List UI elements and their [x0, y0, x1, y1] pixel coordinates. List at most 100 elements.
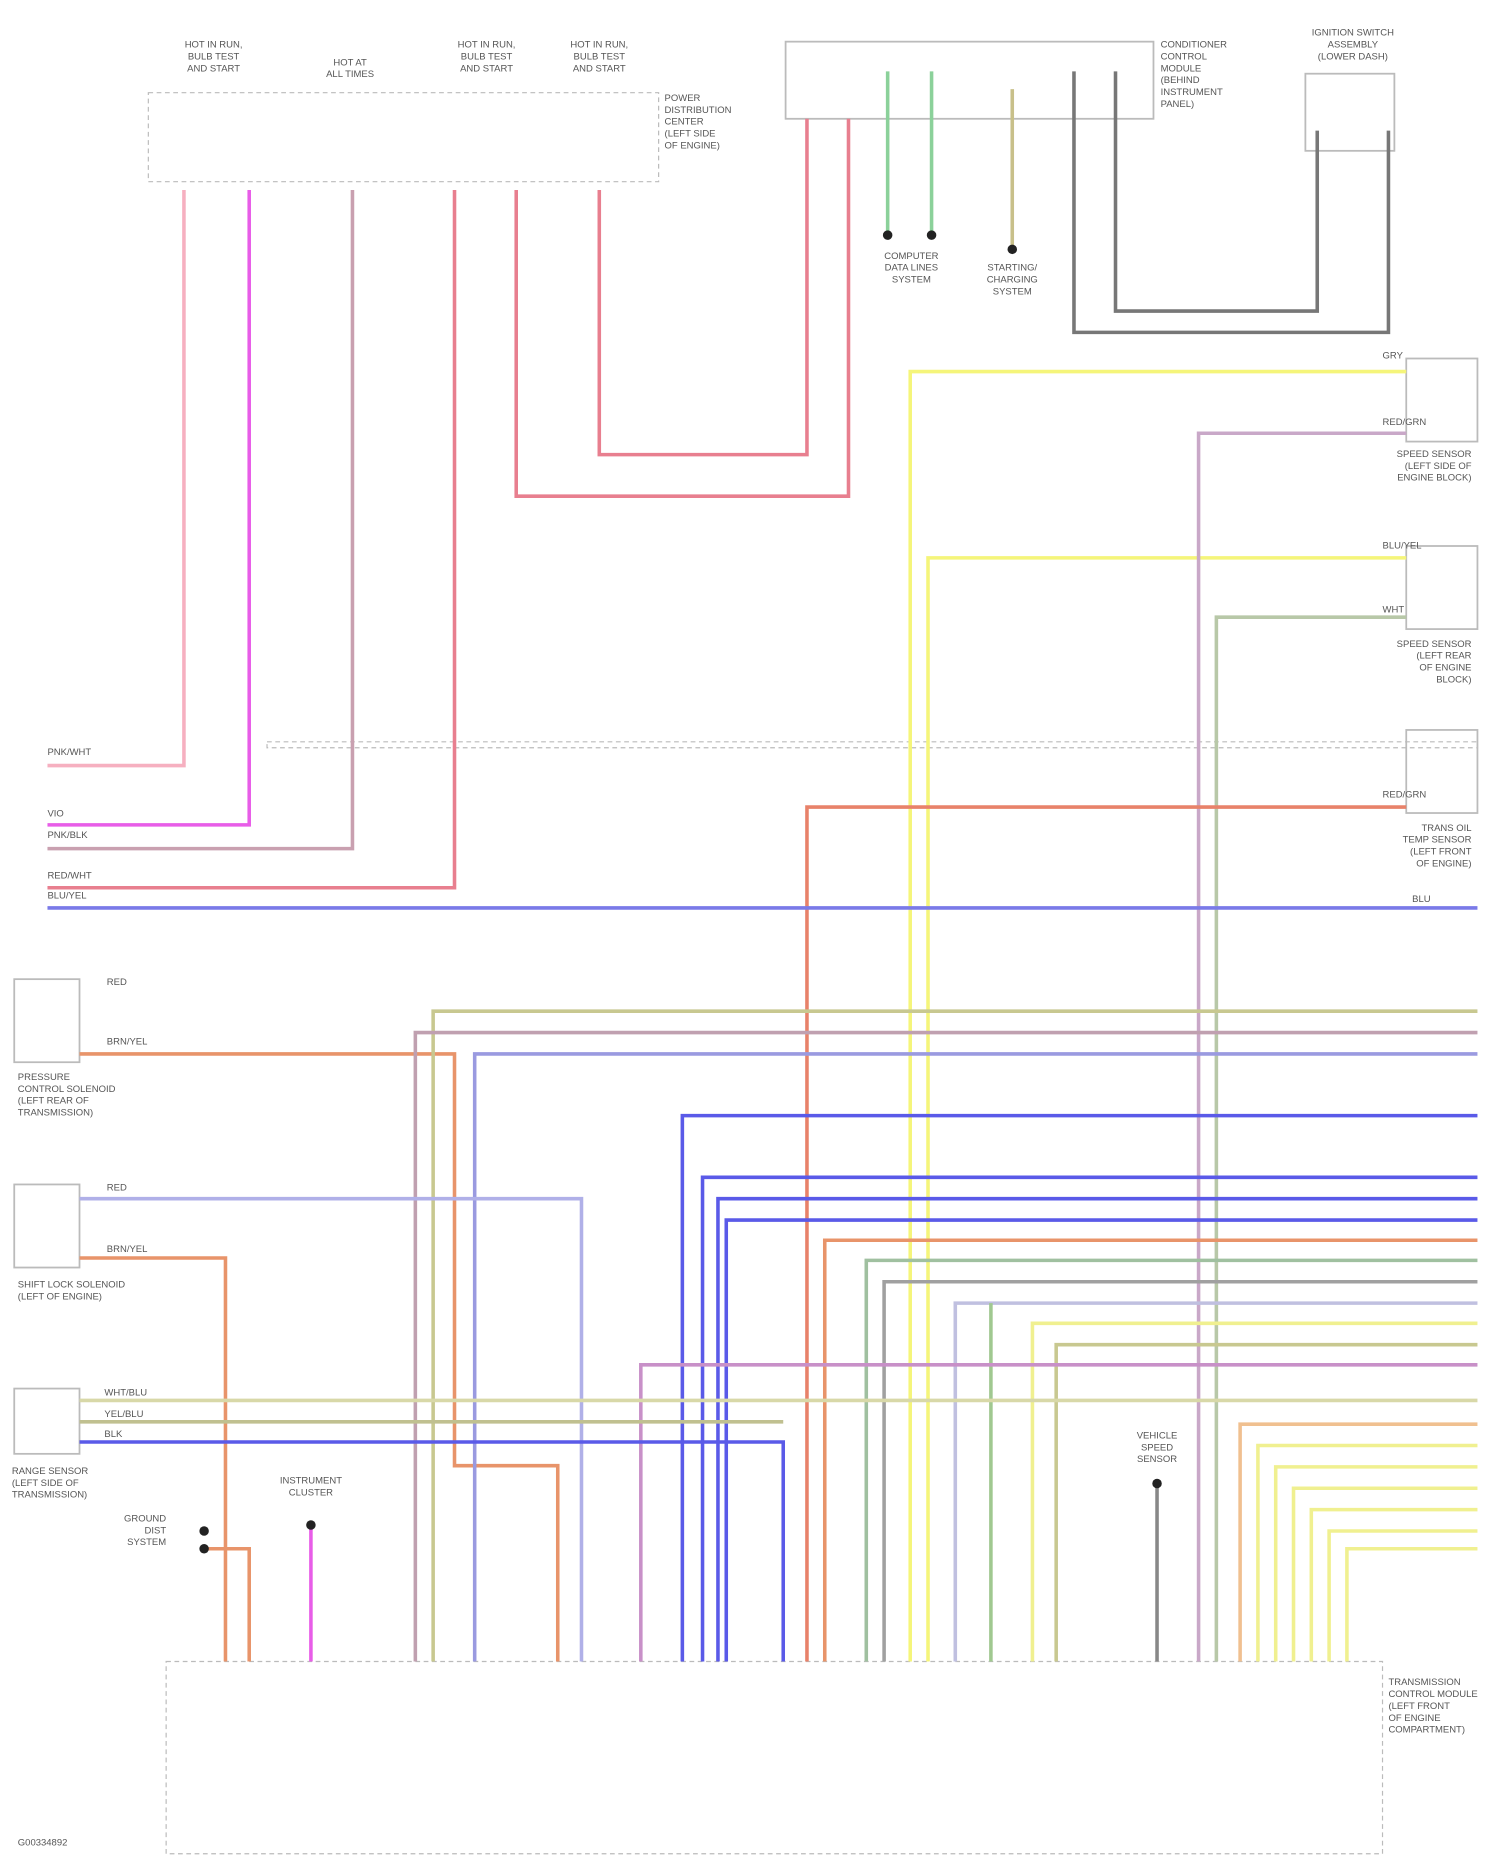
component-label: BULB TEST	[188, 51, 240, 62]
component-label: CLUSTER	[289, 1487, 333, 1498]
component-label: BLOCK)	[1436, 674, 1471, 685]
component-label: PRESSURE	[18, 1072, 70, 1083]
component-label: AND START	[460, 63, 513, 74]
component-label: AND START	[573, 63, 626, 74]
dots	[199, 230, 1162, 1554]
pressure-solenoid	[13, 978, 81, 1064]
splice	[1152, 1478, 1162, 1489]
wire-label: PNK/BLK	[47, 830, 88, 841]
wire-label: RED	[107, 977, 127, 988]
wire-label: VIO	[47, 809, 63, 820]
component-label: (LEFT SIDE OF	[1405, 461, 1472, 472]
component-label: (LEFT OF ENGINE)	[18, 1292, 102, 1303]
component-label: OF ENGINE)	[1416, 858, 1471, 869]
ignition-switch-box	[1304, 72, 1396, 152]
range-sensor	[13, 1387, 81, 1455]
conditioner-module-box	[784, 40, 1155, 120]
component-label: SYSTEM	[993, 286, 1032, 297]
splice	[1007, 244, 1018, 255]
component-label: (LEFT SIDE OF	[12, 1478, 79, 1489]
component-label: (LEFT FRONT	[1388, 1701, 1450, 1712]
component-label: (LEFT REAR OF	[18, 1096, 89, 1107]
ground	[199, 1526, 209, 1536]
component-label: TEMP SENSOR	[1403, 835, 1472, 846]
wire-label: BLU	[1412, 894, 1431, 905]
component-label: SYSTEM	[892, 275, 931, 286]
wire-label: BLU/YEL	[1383, 540, 1422, 551]
oil-temp-sensor	[1405, 729, 1479, 814]
splice	[882, 230, 893, 240]
component-label: COMPUTER	[884, 251, 938, 262]
ground	[199, 1544, 209, 1554]
wires	[47, 71, 1478, 1662]
component-label: CENTER	[665, 117, 704, 128]
component-label: VEHICLE	[1137, 1430, 1178, 1441]
component-label: CONTROL SOLENOID	[18, 1084, 116, 1095]
component-label: SPEED	[1141, 1442, 1173, 1453]
wire-label: WHT	[1383, 604, 1405, 615]
component-label: SPEED SENSOR	[1397, 449, 1472, 460]
component-label: BULB TEST	[574, 51, 626, 62]
component-label: AND START	[187, 63, 240, 74]
wire-label: BLU/YEL	[47, 890, 86, 901]
component-label: TRANS OIL	[1421, 823, 1471, 834]
wire-label: RED/WHT	[47, 870, 91, 881]
component-label: ENGINE BLOCK)	[1397, 473, 1471, 484]
component-label: SYSTEM	[127, 1537, 166, 1548]
component-label: TRANSMISSION	[1388, 1677, 1460, 1688]
component-label: CONDITIONER	[1161, 40, 1228, 51]
component-label: CONTROL	[1161, 51, 1207, 62]
component-label: POWER	[665, 93, 701, 104]
tcm-box	[165, 1660, 1384, 1855]
component-label: CONTROL MODULE	[1388, 1689, 1477, 1700]
wire-label: RED	[107, 1182, 127, 1193]
fuse-block	[147, 92, 660, 183]
wire-label: BLK	[104, 1429, 123, 1440]
component-label: CHARGING	[987, 275, 1038, 286]
splice	[926, 230, 937, 240]
wire-label: RED/GRN	[1383, 417, 1427, 428]
component-label: IGNITION SWITCH	[1312, 28, 1394, 39]
component-label: ASSEMBLY	[1328, 40, 1379, 51]
wire-label: YEL/BLU	[104, 1409, 143, 1420]
component-label: DATA LINES	[885, 263, 938, 274]
component-label: TRANSMISSION)	[18, 1108, 93, 1119]
component-label: INSTRUMENT	[280, 1476, 342, 1487]
component-label: HOT IN RUN,	[570, 40, 628, 51]
component-label: SENSOR	[1137, 1454, 1177, 1465]
wire-label: BRN/YEL	[107, 1244, 148, 1255]
wire-label: BRN/YEL	[107, 1036, 148, 1047]
frames	[13, 40, 1479, 1855]
splice	[306, 1520, 316, 1530]
component-label: ALL TIMES	[326, 69, 374, 80]
component-label: OF ENGINE	[1388, 1713, 1440, 1724]
component-label: DIST	[145, 1525, 167, 1536]
component-label: SPEED SENSOR	[1397, 639, 1472, 650]
component-label: (LEFT REAR	[1416, 651, 1471, 662]
component-label: HOT AT	[333, 57, 367, 68]
speed-sensor-2	[1405, 545, 1479, 630]
component-label: HOT IN RUN,	[185, 40, 243, 51]
shift-lock-solenoid	[13, 1183, 81, 1269]
component-label: BULB TEST	[461, 51, 513, 62]
component-label: OF ENGINE	[1419, 663, 1471, 674]
component-label: COMPARTMENT)	[1388, 1725, 1465, 1736]
component-label: MODULE	[1161, 63, 1202, 74]
component-label: RANGE SENSOR	[12, 1466, 89, 1477]
component-label: SHIFT LOCK SOLENOID	[18, 1280, 125, 1291]
component-label: PANEL)	[1161, 99, 1195, 110]
wire-label: PNK/WHT	[47, 747, 91, 758]
component-label: (BEHIND	[1161, 75, 1200, 86]
component-label: OF ENGINE)	[665, 140, 720, 151]
wire-label: WHT/BLU	[104, 1388, 147, 1399]
component-label: HOT IN RUN,	[458, 40, 516, 51]
divider	[266, 741, 1479, 749]
component-label: (LEFT SIDE	[665, 129, 716, 140]
wire-label: RED/GRN	[1383, 790, 1427, 801]
component-label: STARTING/	[987, 263, 1037, 274]
wire-label: GRY	[1383, 351, 1404, 362]
component-label: GROUND	[124, 1513, 166, 1524]
